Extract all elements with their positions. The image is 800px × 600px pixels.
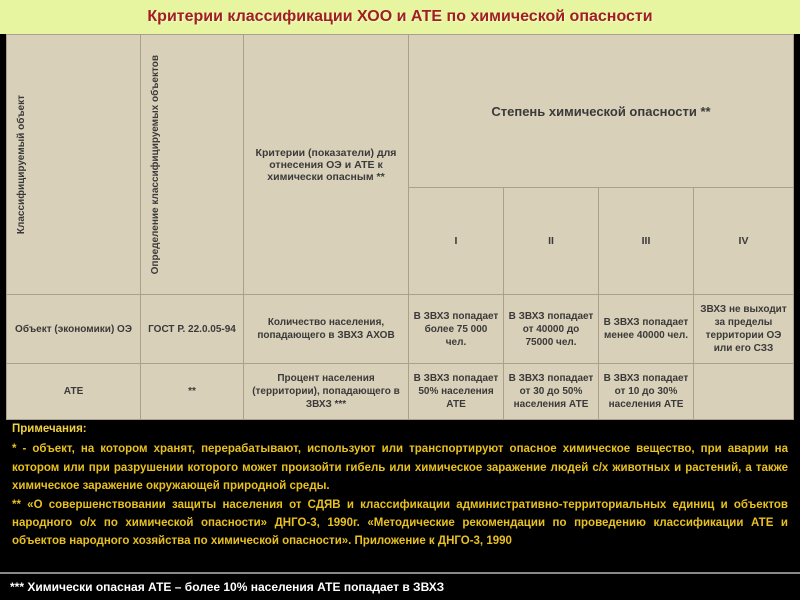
table-row: АТЕ ** Процент населения (территории), п…	[7, 364, 794, 420]
cell-d2-1: В ЗВХЗ попадает от 40000 до 75000 чел.	[504, 295, 599, 364]
cell-criteria-2: Процент населения (территории), попадающ…	[244, 364, 409, 420]
col-object: Классифицируемый объект	[7, 35, 141, 295]
cell-d4-1: ЗВХЗ не выходит за пределы территории ОЭ…	[694, 295, 794, 364]
classification-table: Классифицируемый объект Определение клас…	[6, 34, 794, 420]
cell-d3-1: В ЗВХЗ попадает менее 40000 чел.	[599, 295, 694, 364]
table-header-row-1: Классифицируемый объект Определение клас…	[7, 35, 794, 188]
table-container: Классифицируемый объект Определение клас…	[0, 34, 800, 420]
col-deg3: III	[599, 188, 694, 295]
footer-bar: *** Химически опасная АТЕ – более 10% на…	[0, 572, 800, 600]
title-bar: Критерии классификации ХОО и АТЕ по хими…	[0, 0, 800, 34]
col-criteria: Критерии (показатели) для отнесения ОЭ и…	[244, 35, 409, 295]
cell-d3-2: В ЗВХЗ попадает от 10 до 30% населения А…	[599, 364, 694, 420]
cell-def-1: ГОСТ Р. 22.0.05-94	[141, 295, 244, 364]
cell-d1-1: В ЗВХЗ попадает более 75 000 чел.	[409, 295, 504, 364]
cell-d4-2	[694, 364, 794, 420]
col-deg1: I	[409, 188, 504, 295]
note-2: ** «О совершенствовании защиты населения…	[12, 496, 788, 551]
notes-overlay: Примечания: * - объект, на котором храня…	[12, 420, 788, 551]
cell-object-1: Объект (экономики) ОЭ	[7, 295, 141, 364]
col-deg4: IV	[694, 188, 794, 295]
col-definition: Определение классифицируемых объектов	[141, 35, 244, 295]
col-degree-header: Степень химической опасности **	[409, 35, 794, 188]
cell-criteria-1: Количество населения, попадающего в ЗВХЗ…	[244, 295, 409, 364]
cell-object-2: АТЕ	[7, 364, 141, 420]
note-1: * - объект, на котором хранят, перерабат…	[12, 440, 788, 495]
footer-text: *** Химически опасная АТЕ – более 10% на…	[10, 580, 444, 594]
cell-d1-2: В ЗВХЗ попадает 50% населения АТЕ	[409, 364, 504, 420]
table-row: Объект (экономики) ОЭ ГОСТ Р. 22.0.05-94…	[7, 295, 794, 364]
cell-def-2: **	[141, 364, 244, 420]
notes-title: Примечания:	[12, 420, 788, 438]
page-title: Критерии классификации ХОО и АТЕ по хими…	[147, 8, 652, 25]
cell-d2-2: В ЗВХЗ попадает от 30 до 50% населения А…	[504, 364, 599, 420]
col-deg2: II	[504, 188, 599, 295]
